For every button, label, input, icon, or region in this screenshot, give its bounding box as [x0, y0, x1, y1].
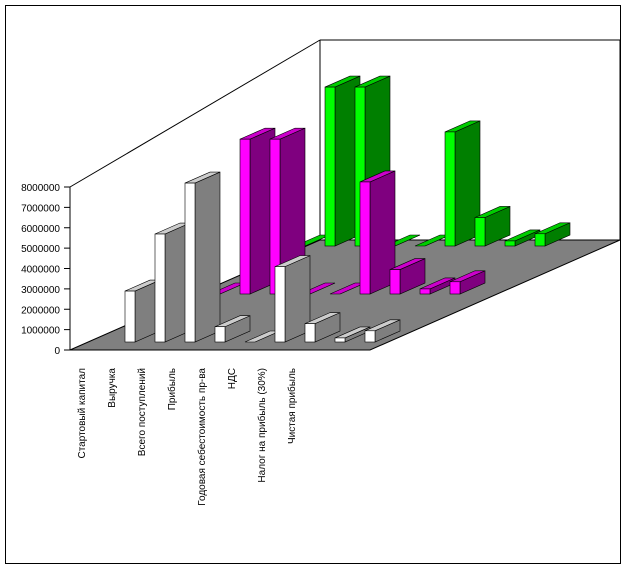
bar [359, 170, 396, 295]
x-tick-label: Стартовый капитал [77, 368, 88, 459]
y-tick-label: 2000000 [21, 305, 60, 316]
bar-top-shade [415, 235, 450, 246]
bar [304, 312, 341, 343]
bar-front [304, 323, 316, 343]
bar-front [239, 138, 251, 295]
bar-top-shade [420, 277, 455, 289]
x-tick-label: Чистая прибыль [286, 368, 298, 444]
x-tick-label: Прибыль [166, 368, 178, 410]
bar-side-shade [515, 229, 540, 246]
bar [334, 326, 371, 343]
bar-side-shade [135, 280, 160, 342]
bar [239, 127, 276, 295]
bar [449, 270, 486, 295]
bar-top-shade [475, 206, 510, 218]
bar-front [214, 326, 226, 343]
bar-side-shade [430, 277, 455, 294]
bar-top-shade [335, 326, 370, 338]
bar-side-shade [165, 223, 190, 342]
bar [474, 206, 511, 247]
bar-side-shade [195, 172, 220, 342]
bar-front [184, 182, 196, 343]
bar-top-shade [390, 258, 425, 270]
y-tick-label: 7000000 [21, 203, 60, 214]
bar-side-shade [315, 312, 340, 342]
bar-top-shade [125, 280, 160, 292]
bar-top-shade [505, 229, 540, 241]
bar [214, 315, 251, 343]
bar-front [534, 233, 546, 247]
bar-front [364, 330, 376, 343]
x-tick-label: Годовая себестоимость пр-ва [196, 368, 208, 506]
bar [154, 222, 191, 343]
x-tick-label: НДС [227, 368, 238, 389]
bar-side-shade [250, 128, 275, 294]
bar-top-shade [360, 170, 395, 182]
bar-side-shade [545, 222, 570, 246]
bar-side-shade [400, 258, 425, 294]
bar [274, 255, 311, 343]
bar-front [154, 233, 166, 343]
bar-front [419, 288, 431, 295]
x-tick-label: Всего поступлений [137, 368, 148, 456]
bar-top-shade [450, 270, 485, 282]
bar-side-shade [225, 315, 250, 342]
bar-top-shade [270, 128, 305, 140]
bar-top-shade [535, 222, 570, 234]
bar-side-shade [485, 206, 510, 246]
bar-front [389, 269, 401, 295]
bar-side-shade [285, 255, 310, 342]
bar-top-shade [365, 319, 400, 331]
x-tick-label: Налог на прибыль (30%) [256, 368, 268, 483]
wall-edge [69, 39, 321, 188]
y-tick-label: 5000000 [21, 244, 60, 255]
y-tick-label: 8000000 [21, 183, 60, 194]
bar-top-shade [215, 315, 250, 327]
bar-side-shade [375, 319, 400, 342]
bar-side-shade [280, 128, 305, 294]
bar-top-shade [355, 76, 390, 88]
bar [444, 120, 481, 247]
bar-side-shade [345, 326, 370, 342]
bar [534, 222, 571, 247]
bar [184, 171, 221, 343]
y-tick-label: 0 [54, 346, 60, 357]
bar-front [444, 131, 456, 247]
bar-front [274, 266, 286, 343]
bar-top-shade [155, 223, 190, 235]
x-tick-label: Выручка [107, 368, 118, 408]
bar-front [324, 86, 336, 247]
bar [419, 277, 456, 295]
y-tick-label: 3000000 [21, 285, 60, 296]
bar-front [334, 337, 346, 343]
bar-top-shade [245, 331, 280, 342]
y-tick-label: 6000000 [21, 224, 60, 235]
bar [389, 258, 426, 295]
bar-top-shade [240, 128, 275, 140]
bar-top-shade [445, 120, 480, 132]
bar [269, 127, 306, 295]
bar-side-shade [335, 76, 360, 246]
bar-front [474, 217, 486, 247]
bar-front [359, 181, 371, 295]
bar-top-shade [275, 255, 310, 267]
bar [124, 279, 161, 343]
y-tick-label: 1000000 [21, 326, 60, 337]
bar-front [124, 290, 136, 343]
bar-side-shade [460, 270, 485, 294]
bar-front [449, 281, 461, 295]
bar [504, 229, 541, 247]
bar-front [504, 240, 516, 247]
bar-top-shade [330, 283, 365, 294]
bar-side-shade [370, 170, 395, 294]
bar-top-shade [185, 172, 220, 184]
bar-top-shade [305, 312, 340, 324]
bar-side-shade [455, 120, 480, 246]
bar [364, 319, 401, 343]
y-tick-label: 4000000 [21, 265, 60, 276]
bar [324, 75, 361, 247]
bar-top-shade [325, 76, 360, 88]
